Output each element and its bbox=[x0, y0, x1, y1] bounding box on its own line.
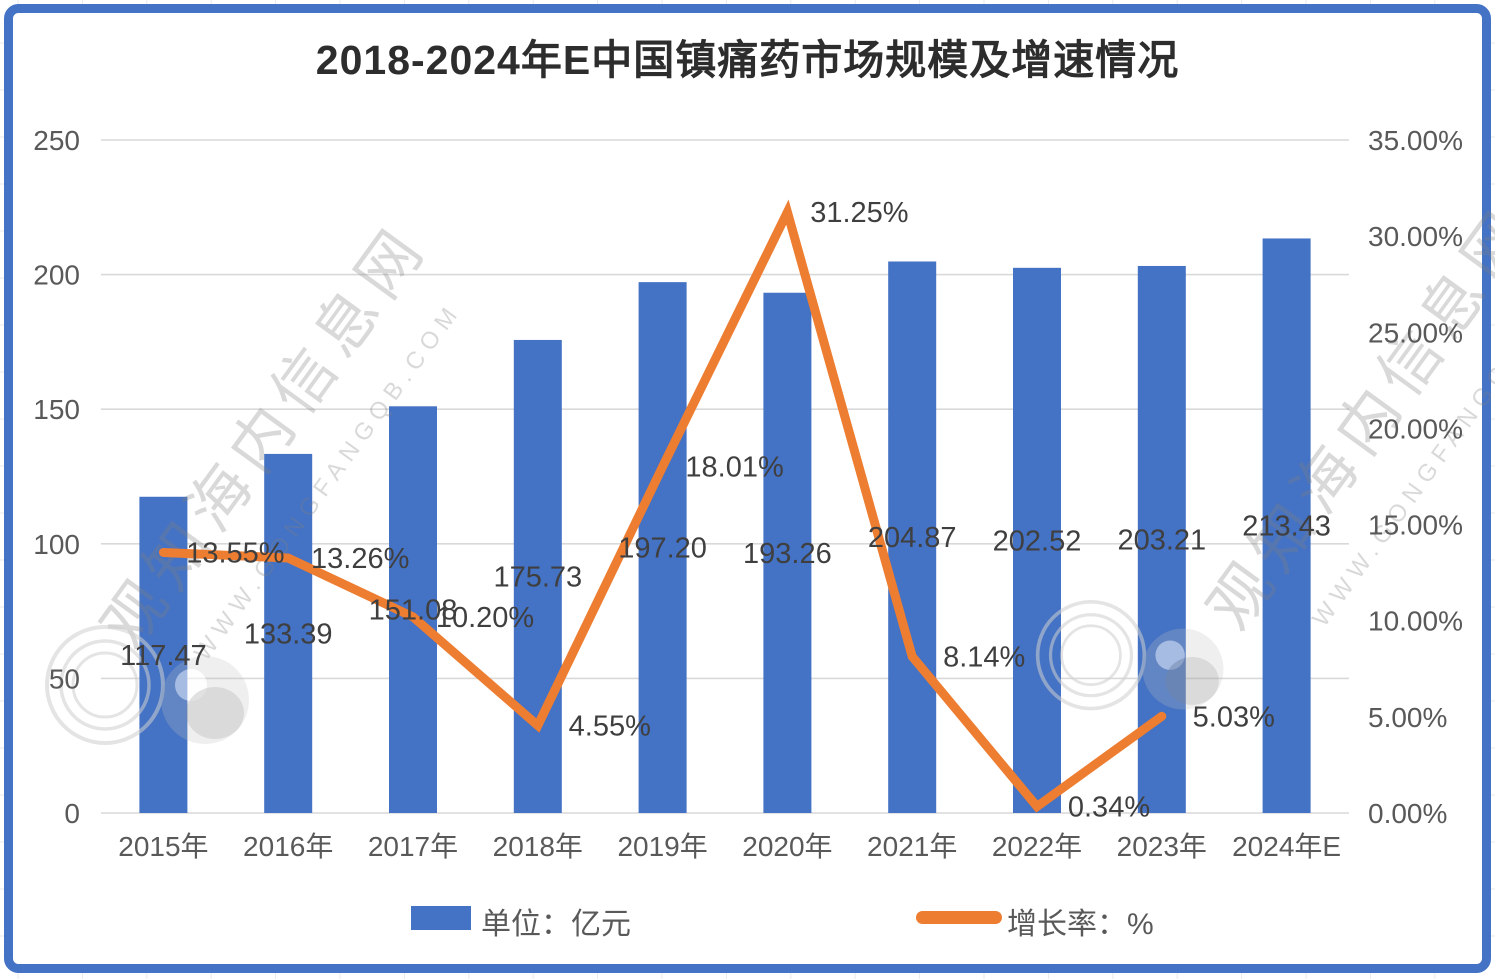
bar-2022年 bbox=[1013, 267, 1061, 813]
left-axis-tick: 50 bbox=[49, 663, 80, 694]
bar-2024年E bbox=[1262, 238, 1311, 814]
bar-label-2024年E: 213.43 bbox=[1242, 511, 1331, 543]
data-labels: 117.47 133.39 151.08 175.73 197.20 193.26 204.… bbox=[120, 197, 1331, 823]
line-label-2018年: 4.55% bbox=[569, 711, 651, 743]
bar-2016年 bbox=[264, 453, 313, 813]
eye-ring bbox=[1035, 600, 1147, 711]
chart-frame bbox=[4, 4, 1491, 973]
legend-bar-label: 单位：亿元 bbox=[481, 908, 631, 941]
x-axis-label: 2017年 bbox=[368, 831, 458, 862]
x-axis-label: 2018年 bbox=[493, 831, 583, 862]
line-label-2023年: 5.03% bbox=[1193, 701, 1275, 733]
bar-label-2016年: 133.39 bbox=[244, 618, 333, 650]
bar-2019年 bbox=[638, 282, 687, 814]
x-axis-label: 2016年 bbox=[243, 831, 333, 862]
line-label-2021年: 8.14% bbox=[943, 641, 1025, 673]
bar-label-2018年: 175.73 bbox=[493, 561, 582, 593]
eye-highlight bbox=[1155, 640, 1185, 670]
x-axis-label: 2022年 bbox=[992, 831, 1082, 862]
right-axis-tick: 10.00% bbox=[1368, 606, 1463, 637]
bar-series bbox=[139, 238, 1311, 814]
bar-label-2020年: 193.26 bbox=[743, 538, 832, 570]
bar-2020年 bbox=[763, 292, 812, 813]
right-axis-tick: 0.00% bbox=[1368, 798, 1447, 829]
axis-labels: 0 50 100 150 200 250 0.00% 5.00% 10.00% 15.00% 20.… bbox=[33, 125, 1463, 862]
bar-label-2019年: 197.20 bbox=[618, 533, 707, 565]
right-axis-tick: 30.00% bbox=[1368, 221, 1463, 252]
left-axis-tick: 250 bbox=[33, 125, 80, 156]
line-label-2022年: 0.34% bbox=[1068, 791, 1150, 823]
right-axis-tick: 5.00% bbox=[1368, 702, 1447, 733]
x-axis-label: 2024年E bbox=[1232, 831, 1341, 862]
line-label-2017年: 10.20% bbox=[436, 602, 534, 634]
eye-ring bbox=[1060, 624, 1122, 687]
x-axis-label: 2023年 bbox=[1117, 831, 1207, 862]
left-axis-tick: 200 bbox=[33, 260, 80, 291]
line-label-2019年: 18.01% bbox=[685, 452, 783, 484]
right-axis-tick: 25.00% bbox=[1368, 317, 1463, 348]
line-label-2020年: 31.25% bbox=[810, 197, 908, 229]
x-axis-label: 2021年 bbox=[867, 831, 957, 862]
bar-label-2015年: 117.47 bbox=[120, 640, 207, 672]
left-axis-tick: 150 bbox=[33, 394, 80, 425]
left-axis-tick: 0 bbox=[64, 798, 80, 829]
right-axis-tick: 15.00% bbox=[1368, 510, 1463, 541]
bar-label-2017年: 151.08 bbox=[369, 595, 458, 627]
watermark-eye-icon bbox=[1035, 600, 1224, 711]
eye-ring bbox=[59, 639, 151, 731]
legend-bar-swatch bbox=[411, 906, 471, 930]
eye-ring bbox=[1048, 613, 1134, 698]
eye-ring bbox=[45, 625, 165, 745]
x-axis-label: 2019年 bbox=[617, 831, 707, 862]
legend-line-swatch bbox=[916, 911, 1002, 924]
right-axis-tick: 35.00% bbox=[1368, 125, 1463, 156]
bar-label-2022年: 202.52 bbox=[993, 525, 1082, 557]
bar-label-2023年: 203.21 bbox=[1117, 524, 1206, 556]
legend-line-label: 增长率：% bbox=[1007, 908, 1154, 941]
growth-line bbox=[158, 199, 1167, 813]
eye-pupil bbox=[186, 687, 244, 739]
eye-ring bbox=[71, 651, 139, 719]
bar-2021年 bbox=[888, 261, 937, 813]
line-label-2015年: 13.55% bbox=[186, 537, 284, 569]
eye-pupil bbox=[1165, 657, 1219, 705]
bar-2018年 bbox=[513, 339, 562, 813]
bar-label-2021年: 204.87 bbox=[868, 522, 957, 554]
left-axis-tick: 100 bbox=[33, 529, 80, 560]
x-axis-label: 2020年 bbox=[742, 831, 832, 862]
line-label-2016年: 13.26% bbox=[311, 543, 409, 575]
watermark-eye-icon bbox=[45, 625, 249, 745]
x-axis-label: 2015年 bbox=[118, 831, 208, 862]
chart-title: 2018-2024年E中国镇痛药市场规模及增速情况 bbox=[315, 37, 1180, 83]
eye-highlight bbox=[175, 669, 207, 701]
right-axis-tick: 20.00% bbox=[1368, 413, 1463, 444]
